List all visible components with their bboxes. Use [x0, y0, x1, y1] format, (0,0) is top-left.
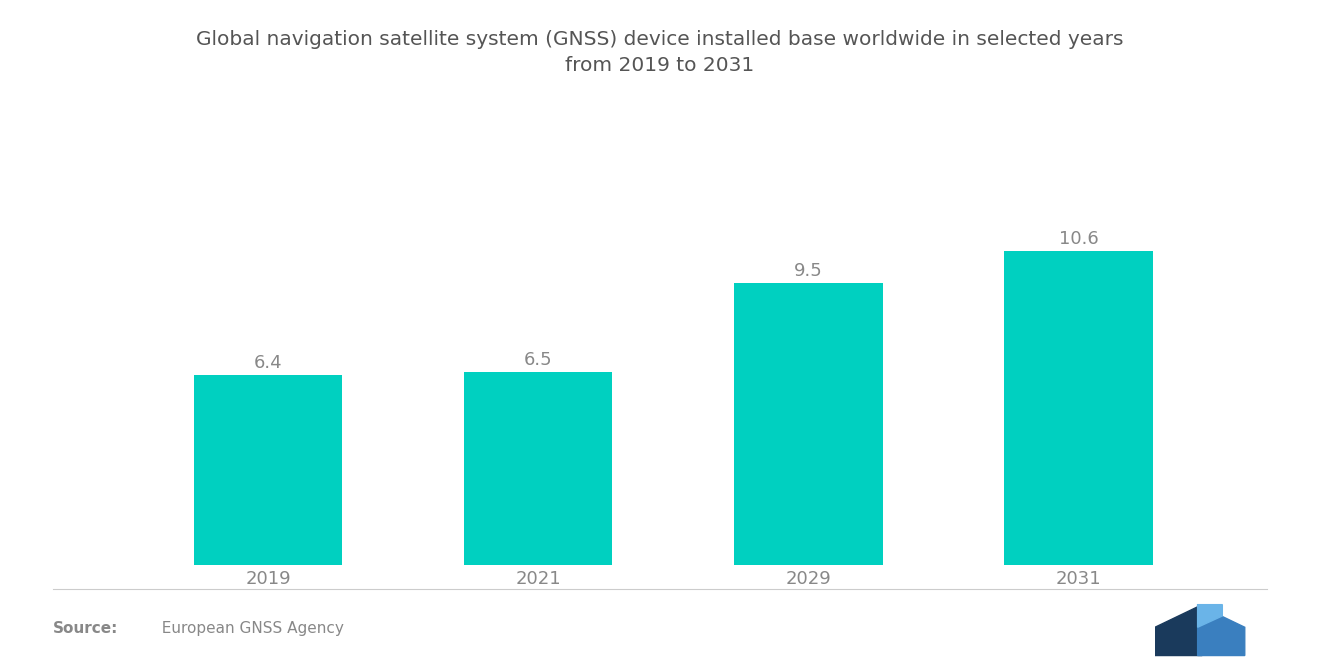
- Polygon shape: [1197, 604, 1222, 627]
- Bar: [194, 375, 342, 565]
- Text: 6.4: 6.4: [253, 354, 282, 372]
- Bar: [734, 283, 883, 565]
- Text: European GNSS Agency: European GNSS Agency: [152, 621, 343, 636]
- Text: Source:: Source:: [53, 621, 119, 636]
- Bar: [463, 372, 612, 565]
- Text: 9.5: 9.5: [793, 263, 822, 281]
- Text: 6.5: 6.5: [524, 351, 553, 370]
- Bar: [1005, 251, 1152, 565]
- Polygon shape: [1155, 604, 1203, 656]
- Polygon shape: [1197, 604, 1245, 656]
- Text: 10.6: 10.6: [1059, 230, 1098, 248]
- Text: Global navigation satellite system (GNSS) device installed base worldwide in sel: Global navigation satellite system (GNSS…: [197, 30, 1123, 75]
